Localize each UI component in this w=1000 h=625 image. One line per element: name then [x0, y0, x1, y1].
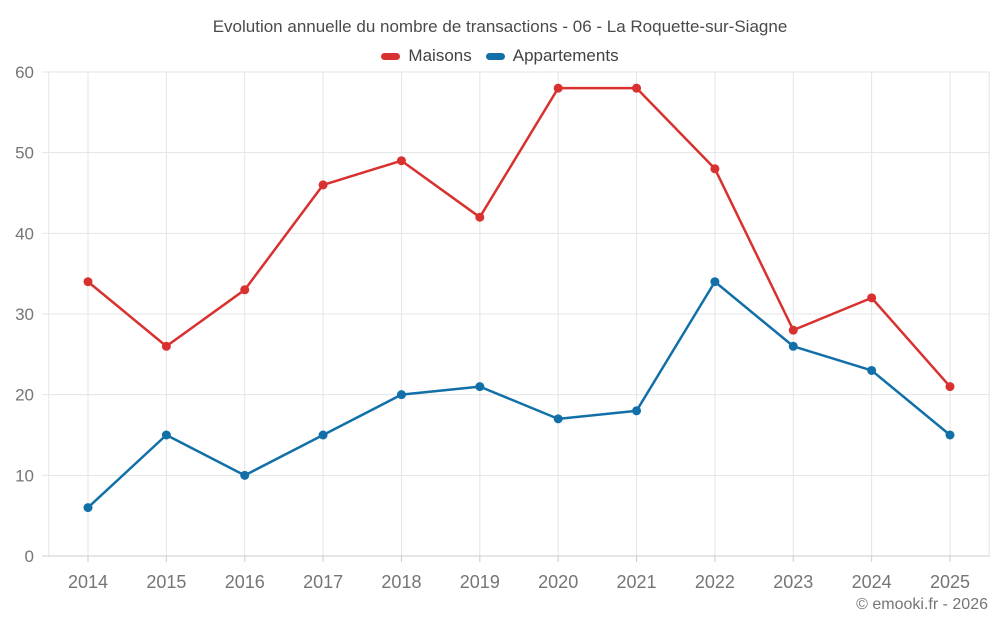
data-point-appartements[interactable] [553, 414, 563, 424]
x-axis-tick-label: 2020 [538, 572, 578, 592]
legend-swatch-icon [485, 52, 505, 60]
legend-label: Appartements [512, 46, 619, 65]
data-point-maisons[interactable] [161, 341, 171, 351]
y-axis-tick-label: 30 [15, 305, 34, 324]
x-axis-tick-label: 2015 [146, 572, 186, 592]
x-axis-tick-label: 2022 [695, 572, 735, 592]
data-point-maisons[interactable] [240, 285, 250, 295]
data-point-appartements[interactable] [83, 503, 93, 513]
legend-swatch-icon [381, 52, 401, 60]
data-point-maisons[interactable] [632, 83, 642, 93]
data-point-maisons[interactable] [553, 83, 563, 93]
x-axis-tick-label: 2025 [930, 572, 970, 592]
legend-label: Maisons [408, 46, 472, 65]
series-line-appartements [86, 280, 952, 509]
legend-item-appartements[interactable]: Appartements [485, 46, 619, 66]
y-axis-tick-label: 10 [15, 466, 34, 485]
data-point-appartements[interactable] [396, 390, 406, 400]
x-axis-tick-label: 2014 [68, 572, 108, 592]
data-point-appartements[interactable] [161, 430, 171, 440]
legend-item-maisons[interactable]: Maisons [381, 46, 472, 66]
y-axis-tick-label: 0 [25, 547, 34, 566]
data-point-maisons[interactable] [788, 325, 798, 335]
data-point-appartements[interactable] [318, 430, 328, 440]
series-line-maisons [86, 86, 952, 388]
data-point-appartements[interactable] [475, 382, 485, 392]
y-axis-tick-label: 20 [15, 386, 34, 405]
x-axis-tick-label: 2018 [381, 572, 421, 592]
data-point-maisons[interactable] [945, 382, 955, 392]
data-point-maisons[interactable] [83, 277, 93, 287]
y-axis-tick-label: 40 [15, 224, 34, 243]
data-point-maisons[interactable] [867, 293, 877, 303]
x-axis-tick-label: 2017 [303, 572, 343, 592]
data-point-appartements[interactable] [710, 277, 720, 287]
data-point-appartements[interactable] [788, 341, 798, 351]
x-axis-tick-label: 2016 [225, 572, 265, 592]
x-axis-tick-label: 2024 [852, 572, 892, 592]
data-point-appartements[interactable] [867, 365, 877, 375]
x-axis-tick-label: 2021 [617, 572, 657, 592]
chart-title: Evolution annuelle du nombre de transact… [212, 17, 788, 36]
data-point-maisons[interactable] [396, 156, 406, 166]
chart-legend: Maisons Appartements [0, 45, 1000, 67]
data-point-appartements[interactable] [632, 406, 642, 416]
copyright-credit: © emooki.fr - 2026 [856, 596, 988, 613]
x-axis-tick-label: 2023 [773, 572, 813, 592]
data-point-appartements[interactable] [240, 470, 250, 480]
y-axis-tick-label: 50 [15, 144, 34, 163]
y-axis-tick-label: 60 [15, 63, 34, 82]
data-point-maisons[interactable] [475, 212, 485, 222]
data-point-maisons[interactable] [710, 164, 720, 174]
x-axis-tick-label: 2019 [460, 572, 500, 592]
data-point-appartements[interactable] [945, 430, 955, 440]
data-point-maisons[interactable] [318, 180, 328, 190]
